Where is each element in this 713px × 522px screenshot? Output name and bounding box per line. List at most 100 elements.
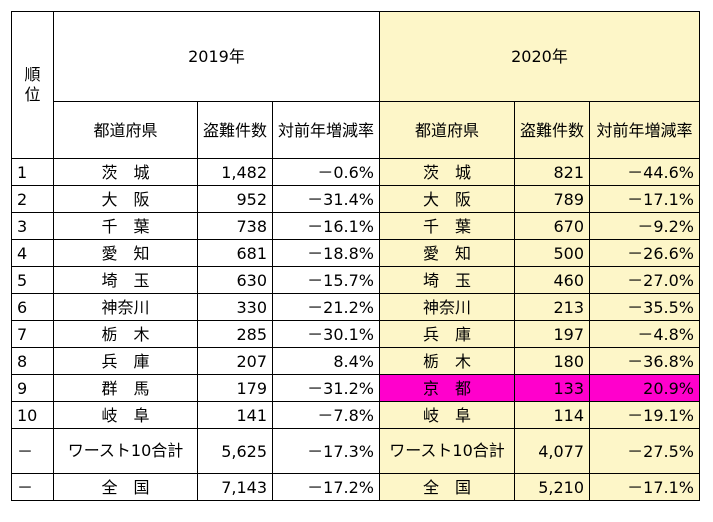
prefecture-header-2020: 都道府県 bbox=[379, 101, 515, 159]
yoy-2019: 8.4% bbox=[272, 347, 380, 375]
prefecture-2019: 兵 庫 bbox=[53, 347, 198, 375]
year-2020-header: 2020年 bbox=[379, 11, 700, 102]
prefecture-2020: 千 葉 bbox=[379, 212, 515, 240]
prefecture-2019: 全 国 bbox=[53, 473, 198, 501]
thefts-2020: 670 bbox=[514, 212, 590, 240]
yoy-2020: －17.1% bbox=[589, 473, 700, 501]
thefts-2020: 213 bbox=[514, 293, 590, 321]
yoy-2019: －15.7% bbox=[272, 266, 380, 294]
table-row: －全 国 7,143 －17.2% 全 国 5,210 －17.1% bbox=[11, 473, 700, 501]
rank-cell: 9 bbox=[11, 374, 54, 402]
rank-cell: 10 bbox=[11, 401, 54, 429]
thefts-2019: 285 bbox=[197, 320, 273, 348]
table-row: 6 神奈川 330 －21.2% 神奈川 213 －35.5% bbox=[11, 293, 700, 321]
rank-cell: － bbox=[11, 473, 54, 501]
rank-cell: 5 bbox=[11, 266, 54, 294]
prefecture-2020: 岐 阜 bbox=[379, 401, 515, 429]
thefts-2020: 460 bbox=[514, 266, 590, 294]
yoy-2019: －0.6% bbox=[272, 158, 380, 186]
thefts-header-2019: 盗難件数 bbox=[197, 101, 273, 159]
prefecture-2019: 群 馬 bbox=[53, 374, 198, 402]
prefecture-2019: 神奈川 bbox=[53, 293, 198, 321]
yoy-2019: －31.4% bbox=[272, 185, 380, 213]
thefts-2020: 114 bbox=[514, 401, 590, 429]
prefecture-2019: 千 葉 bbox=[53, 212, 198, 240]
thefts-2020: 500 bbox=[514, 239, 590, 267]
rank-header: 順 位 bbox=[11, 11, 54, 159]
table-row: 10 岐 阜 141 －7.8% 岐 阜 114 －19.1% bbox=[11, 401, 700, 429]
prefecture-2019: 岐 阜 bbox=[53, 401, 198, 429]
rank-cell: 8 bbox=[11, 347, 54, 375]
thefts-2019: 5,625 bbox=[197, 428, 273, 474]
prefecture-2020: 京 都 bbox=[379, 374, 515, 402]
theft-ranking-table: 順 位 2019年 2020年 都道府県 盗難件数 対前年増減率 都道府県 盗難… bbox=[11, 11, 700, 501]
thefts-2020: 821 bbox=[514, 158, 590, 186]
prefecture-2020: 大 阪 bbox=[379, 185, 515, 213]
yoy-header-2020: 対前年増減率 bbox=[589, 101, 700, 159]
rank-cell: 3 bbox=[11, 212, 54, 240]
yoy-2019: －17.3% bbox=[272, 428, 380, 474]
yoy-2019: －7.8% bbox=[272, 401, 380, 429]
prefecture-2020: 茨 城 bbox=[379, 158, 515, 186]
prefecture-2019: ワースト10合計 bbox=[53, 428, 198, 474]
year-2019-header: 2019年 bbox=[53, 11, 380, 102]
thefts-2019: 1,482 bbox=[197, 158, 273, 186]
thefts-2019: 330 bbox=[197, 293, 273, 321]
yoy-2020: －36.8% bbox=[589, 347, 700, 375]
yoy-2020: －19.1% bbox=[589, 401, 700, 429]
yoy-2020: －27.0% bbox=[589, 266, 700, 294]
yoy-2019: －17.2% bbox=[272, 473, 380, 501]
prefecture-2019: 埼 玉 bbox=[53, 266, 198, 294]
yoy-2020: －44.6% bbox=[589, 158, 700, 186]
prefecture-2020: 愛 知 bbox=[379, 239, 515, 267]
prefecture-2020: 兵 庫 bbox=[379, 320, 515, 348]
yoy-2020: －27.5% bbox=[589, 428, 700, 474]
rank-cell: 7 bbox=[11, 320, 54, 348]
prefecture-2020: 全 国 bbox=[379, 473, 515, 501]
rank-cell: 4 bbox=[11, 239, 54, 267]
thefts-header-2020: 盗難件数 bbox=[514, 101, 590, 159]
table-row: －ワースト10合計 5,625 －17.3% ワースト10合計 4,077 －27.5% bbox=[11, 428, 700, 474]
prefecture-2019: 茨 城 bbox=[53, 158, 198, 186]
rank-cell: 1 bbox=[11, 158, 54, 186]
yoy-2019: －31.2% bbox=[272, 374, 380, 402]
thefts-2019: 738 bbox=[197, 212, 273, 240]
thefts-2020: 180 bbox=[514, 347, 590, 375]
thefts-2020: 5,210 bbox=[514, 473, 590, 501]
yoy-2020: －17.1% bbox=[589, 185, 700, 213]
prefecture-2020: 神奈川 bbox=[379, 293, 515, 321]
yoy-2019: －30.1% bbox=[272, 320, 380, 348]
yoy-2020: 20.9% bbox=[589, 374, 700, 402]
thefts-2019: 7,143 bbox=[197, 473, 273, 501]
thefts-2020: 133 bbox=[514, 374, 590, 402]
thefts-2019: 207 bbox=[197, 347, 273, 375]
rank-header-label: 順 位 bbox=[24, 65, 41, 104]
thefts-2020: 789 bbox=[514, 185, 590, 213]
thefts-2019: 141 bbox=[197, 401, 273, 429]
thefts-2019: 179 bbox=[197, 374, 273, 402]
yoy-2020: －4.8% bbox=[589, 320, 700, 348]
rank-cell: － bbox=[11, 428, 54, 474]
yoy-2019: －16.1% bbox=[272, 212, 380, 240]
thefts-2020: 4,077 bbox=[514, 428, 590, 474]
thefts-2019: 952 bbox=[197, 185, 273, 213]
prefecture-2019: 大 阪 bbox=[53, 185, 198, 213]
thefts-2019: 630 bbox=[197, 266, 273, 294]
prefecture-2020: 栃 木 bbox=[379, 347, 515, 375]
yoy-2019: －21.2% bbox=[272, 293, 380, 321]
prefecture-2019: 愛 知 bbox=[53, 239, 198, 267]
yoy-header-2019: 対前年増減率 bbox=[272, 101, 380, 159]
prefecture-2020: ワースト10合計 bbox=[379, 428, 515, 474]
thefts-2019: 681 bbox=[197, 239, 273, 267]
prefecture-header-2019: 都道府県 bbox=[53, 101, 198, 159]
thefts-2020: 197 bbox=[514, 320, 590, 348]
yoy-2020: －35.5% bbox=[589, 293, 700, 321]
prefecture-2020: 埼 玉 bbox=[379, 266, 515, 294]
